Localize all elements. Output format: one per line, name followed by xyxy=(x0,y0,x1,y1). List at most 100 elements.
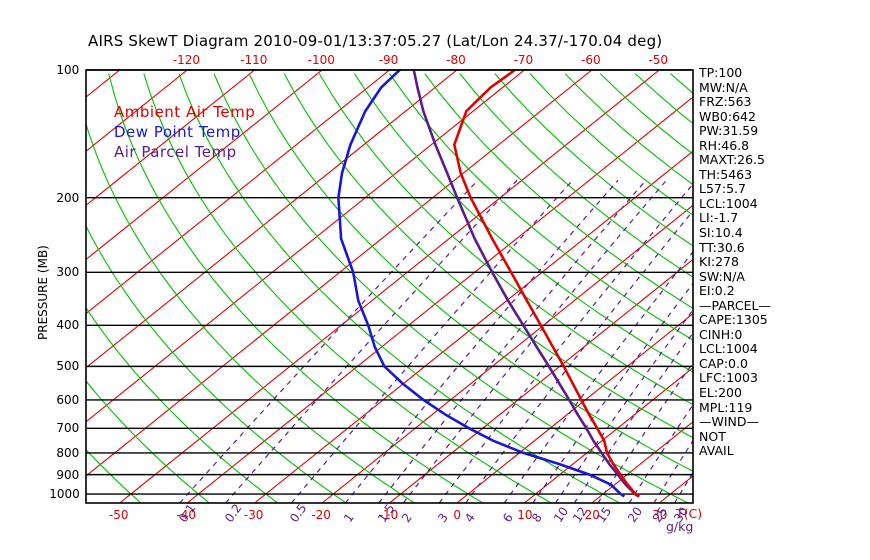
top-temp-tick-label: -100 xyxy=(307,53,335,67)
stat-row-2: MW:N/A xyxy=(699,79,748,95)
dry-adiabat-line xyxy=(459,73,693,278)
top-temp-tick-label: -90 xyxy=(378,53,399,67)
stat-row-18: CAPE:1305 xyxy=(699,312,768,328)
stat-row-27: AVAIL xyxy=(699,443,734,459)
ambient-temp-curve xyxy=(452,70,640,498)
stat-row-20: LCL:1004 xyxy=(699,341,758,357)
mixing-ratio-line xyxy=(554,308,693,503)
mixing-ratio-line xyxy=(532,282,693,503)
sounding-stats-panel: TP:100 MW:N/A FRZ:563 WB0:642 PW:31.59 RH:46.… xyxy=(699,65,771,459)
mixing-ratio-line xyxy=(179,179,479,503)
top-temp-tick-label: -60 xyxy=(581,53,601,67)
pressure-tick-label: 700 xyxy=(56,421,80,436)
isotherm-line xyxy=(862,70,870,503)
stat-row-21: CAP:0.0 xyxy=(699,355,748,371)
dry-adiabat-line xyxy=(86,306,279,503)
isotherm-line xyxy=(456,312,693,503)
mixing-ratio-line xyxy=(290,179,574,503)
stat-row-7: MAXT:26.5 xyxy=(699,152,765,168)
mixing-ratio-line xyxy=(402,179,667,503)
dewpoint-curve xyxy=(337,70,626,498)
bottom-temp-tick-label: 20 xyxy=(584,508,600,522)
stat-row-11: LI:-1.7 xyxy=(699,210,739,226)
legend-item-3: Air Parcel Temp xyxy=(114,143,237,161)
isotherm-line xyxy=(86,70,255,207)
top-temp-tick-label: -50 xyxy=(648,53,669,67)
mixing-ratio-line xyxy=(503,250,693,503)
dry-adiabat-line xyxy=(283,73,693,439)
top-temp-tick-label: -70 xyxy=(513,53,534,67)
stat-row-9: L57:5.7 xyxy=(699,181,746,197)
bottom-temp-tick-label: -10 xyxy=(378,508,399,522)
dry-adiabat-line xyxy=(108,73,484,503)
pressure-axis-label: PRESSURE (MB) xyxy=(36,245,50,340)
dry-adiabat-line xyxy=(86,448,142,503)
dry-adiabat-line xyxy=(389,73,693,341)
legend-item-1: Ambient Air Temp xyxy=(114,103,256,121)
legend-item-2: Dew Point Temp xyxy=(114,123,241,141)
isotherm-line xyxy=(86,70,458,369)
dry-adiabat-line xyxy=(248,73,693,472)
isotherm-line xyxy=(86,70,121,98)
stat-row-22: LFC:1003 xyxy=(699,370,758,386)
mixing-ratio-line xyxy=(465,209,693,503)
bottom-temp-tick-label: 30 xyxy=(652,508,668,522)
dry-adiabat-line xyxy=(424,73,693,309)
bottom-temp-tick-label: -20 xyxy=(311,508,331,522)
stat-row-24: MPL:119 xyxy=(699,399,753,415)
pressure-tick-label: 300 xyxy=(56,265,80,280)
bottom-temp-tick-label: -40 xyxy=(176,508,196,522)
stat-row-5: PW:31.59 xyxy=(699,123,759,139)
top-temp-tick-label: -110 xyxy=(240,53,268,67)
isotherm-line xyxy=(186,96,693,503)
stat-row-13: TT:30.6 xyxy=(699,239,745,255)
stat-row-25: —WIND— xyxy=(699,414,760,430)
isotherm-line xyxy=(591,421,693,503)
pressure-tick-label: 500 xyxy=(56,359,80,374)
mixing-ratio-line xyxy=(378,179,647,503)
isotherm-line xyxy=(524,366,693,503)
stat-row-10: LCL:1004 xyxy=(699,195,758,211)
top-temp-tick-label: -80 xyxy=(446,53,466,67)
mixing-ratio-axis-label: g/kg xyxy=(666,519,694,534)
pressure-tick-label: 1000 xyxy=(49,487,80,501)
stat-row-14: KI:278 xyxy=(699,254,739,270)
pressure-tick-label: 400 xyxy=(56,318,80,333)
stat-row-1: TP:100 xyxy=(699,65,743,80)
dry-adiabat-line xyxy=(213,73,689,503)
isotherm-line xyxy=(794,70,870,503)
top-temp-tick-label: -120 xyxy=(172,53,200,67)
parcel-temp-curve xyxy=(412,70,640,498)
mixing-ratio-line xyxy=(344,179,619,503)
pressure-tick-label: 200 xyxy=(56,190,80,205)
dry-adiabat-line xyxy=(143,73,552,503)
stat-row-12: SI:10.4 xyxy=(699,225,743,241)
bottom-temp-tick-label: 10 xyxy=(517,508,533,522)
stat-row-6: RH:46.8 xyxy=(699,137,750,153)
dry-adiabat-line xyxy=(86,224,347,503)
dry-adiabat-line xyxy=(846,74,870,503)
mixing-ratio-line xyxy=(597,361,693,503)
mixing-ratio-line xyxy=(225,179,518,503)
pressure-tick-label: 800 xyxy=(56,445,80,460)
page-title: AIRS SkewT Diagram 2010-09-01/13:37:05.2… xyxy=(88,32,663,50)
bottom-temp-tick-label: -30 xyxy=(243,508,264,522)
isotherm-line xyxy=(254,150,693,503)
isotherm-line xyxy=(321,204,693,503)
isotherm-line xyxy=(86,70,593,477)
mixing-ratio-line xyxy=(674,471,693,503)
stat-row-8: TH:5463 xyxy=(699,166,753,182)
pressure-tick-label: 900 xyxy=(56,467,80,482)
dry-adiabat-line xyxy=(494,73,693,247)
dry-adiabat-line xyxy=(811,74,870,503)
pressure-tick-label: 600 xyxy=(56,392,80,407)
stat-row-17: —PARCEL— xyxy=(699,297,771,313)
stat-row-23: EL:200 xyxy=(699,385,742,401)
mixing-ratio-line xyxy=(653,439,693,503)
bottom-temp-tick-label: 0 xyxy=(453,508,461,522)
stat-row-15: SW:N/A xyxy=(699,268,745,284)
stat-row-26: NOT xyxy=(699,428,726,444)
stat-row-16: EI:0.2 xyxy=(699,283,735,299)
